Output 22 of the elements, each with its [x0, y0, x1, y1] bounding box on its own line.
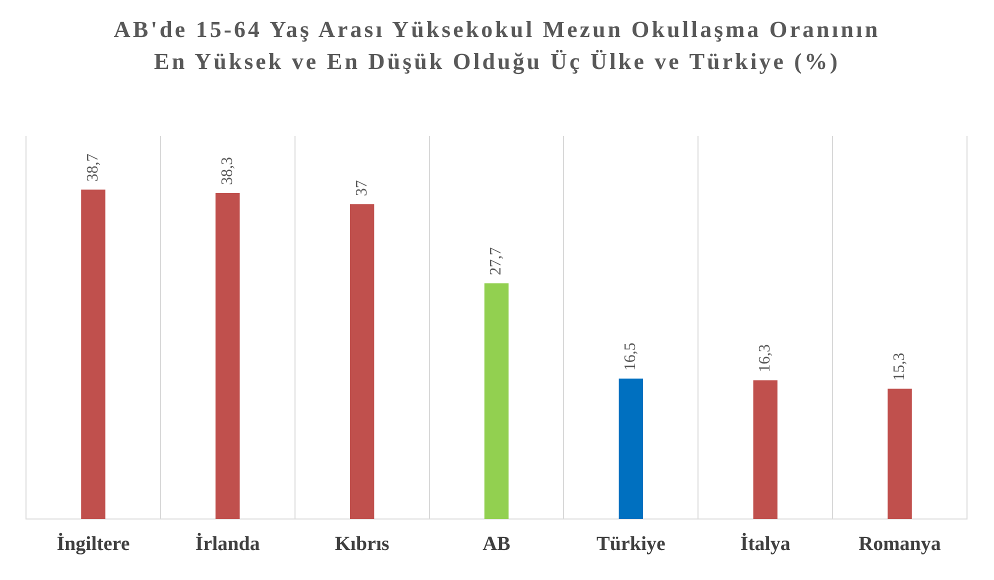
- x-tick-label: Romanya: [858, 533, 941, 556]
- x-tick-label: AB: [482, 533, 510, 556]
- bar: [753, 380, 778, 519]
- chart-title: AB'de 15-64 Yaş Arası Yüksekokul Mezun Okullaşma Oranının En Yüksek ve En Düşük Olduğu Üç Ülke ve Türkiye (%): [112, 16, 882, 76]
- x-tick-label: Kıbrıs: [334, 533, 390, 556]
- bar: [484, 283, 509, 519]
- data-label: 37: [353, 180, 370, 196]
- data-label: 38,3: [218, 157, 236, 186]
- data-label: 16,3: [756, 344, 774, 372]
- x-tick-label: Türkiye: [596, 533, 666, 556]
- x-tick-label: İrlanda: [195, 532, 260, 556]
- bar: [81, 190, 106, 519]
- data-label: 16,5: [622, 342, 640, 371]
- data-label: 27,7: [488, 247, 505, 276]
- data-label: 38,7: [84, 154, 102, 182]
- data-label: 15,3: [890, 352, 908, 381]
- bar: [216, 193, 240, 519]
- x-tick-label: İngiltere: [56, 532, 130, 556]
- bar: [618, 378, 644, 519]
- bar: [888, 388, 912, 519]
- x-tick-label: İtalya: [740, 532, 790, 556]
- bar: [350, 204, 374, 519]
